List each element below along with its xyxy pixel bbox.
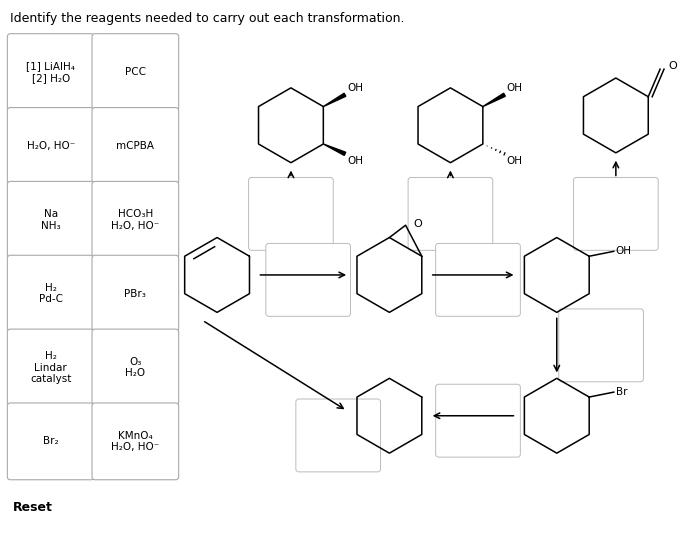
- FancyBboxPatch shape: [92, 329, 178, 406]
- Text: PCC: PCC: [125, 67, 146, 77]
- Polygon shape: [483, 93, 505, 106]
- Text: mCPBA: mCPBA: [116, 141, 154, 151]
- FancyBboxPatch shape: [296, 399, 381, 472]
- FancyBboxPatch shape: [435, 384, 520, 457]
- Text: H₂
Lindar
catalyst: H₂ Lindar catalyst: [30, 351, 71, 384]
- Text: Na
NH₃: Na NH₃: [41, 209, 60, 231]
- FancyBboxPatch shape: [7, 181, 94, 258]
- Text: OH: OH: [347, 156, 363, 166]
- FancyBboxPatch shape: [7, 403, 94, 480]
- Polygon shape: [323, 144, 346, 155]
- FancyBboxPatch shape: [92, 108, 178, 185]
- FancyBboxPatch shape: [248, 178, 333, 250]
- Text: [1] LiAlH₄
[2] H₂O: [1] LiAlH₄ [2] H₂O: [26, 61, 75, 83]
- Text: OH: OH: [347, 83, 363, 93]
- Text: H₂O, HO⁻: H₂O, HO⁻: [27, 141, 75, 151]
- FancyBboxPatch shape: [92, 403, 178, 480]
- FancyBboxPatch shape: [7, 108, 94, 185]
- FancyBboxPatch shape: [92, 255, 178, 332]
- Text: Br: Br: [616, 387, 627, 397]
- FancyBboxPatch shape: [435, 243, 520, 317]
- FancyBboxPatch shape: [266, 243, 351, 317]
- FancyBboxPatch shape: [408, 178, 493, 250]
- Text: O₃
H₂O: O₃ H₂O: [125, 357, 146, 378]
- Text: Identify the reagents needed to carry out each transformation.: Identify the reagents needed to carry ou…: [10, 12, 405, 25]
- FancyBboxPatch shape: [7, 329, 94, 406]
- Text: HCO₃H
H₂O, HO⁻: HCO₃H H₂O, HO⁻: [111, 209, 160, 231]
- FancyBboxPatch shape: [7, 34, 94, 111]
- Text: O: O: [414, 219, 422, 229]
- Text: H₂
Pd-C: H₂ Pd-C: [38, 283, 63, 305]
- Text: KMnO₄
H₂O, HO⁻: KMnO₄ H₂O, HO⁻: [111, 431, 160, 452]
- Text: O: O: [668, 61, 677, 71]
- Text: OH: OH: [507, 156, 522, 166]
- Text: Reset: Reset: [13, 501, 53, 514]
- Text: Br₂: Br₂: [43, 437, 59, 446]
- FancyBboxPatch shape: [92, 181, 178, 258]
- FancyBboxPatch shape: [573, 178, 658, 250]
- Polygon shape: [323, 93, 346, 106]
- FancyBboxPatch shape: [7, 255, 94, 332]
- FancyBboxPatch shape: [559, 309, 643, 382]
- FancyBboxPatch shape: [92, 34, 178, 111]
- Text: OH: OH: [507, 83, 522, 93]
- Text: OH: OH: [616, 247, 632, 256]
- Text: PBr₃: PBr₃: [125, 289, 146, 299]
